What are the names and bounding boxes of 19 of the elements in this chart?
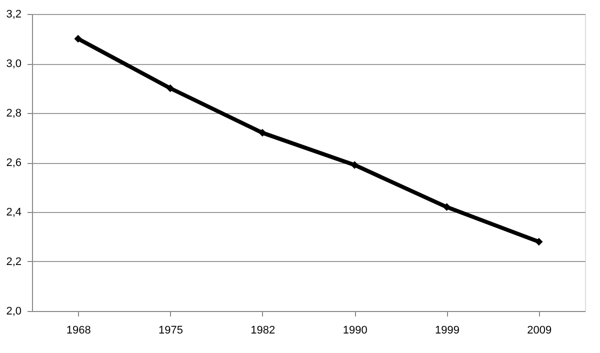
point [74, 34, 82, 43]
y-tick-label: 2,4 [6, 206, 22, 218]
point [166, 84, 174, 92]
y-tick-label: 2,0 [6, 306, 22, 318]
x-tick-label: 1982 [250, 324, 276, 336]
y-tick-label: 3,2 [6, 8, 22, 20]
y-tick-label: 3,0 [6, 58, 22, 70]
y-tick-label: 2,6 [6, 157, 22, 169]
point [258, 128, 266, 137]
x-tick-label: 1990 [342, 324, 368, 336]
x-tick-label: 2009 [527, 324, 552, 336]
point [442, 203, 451, 211]
x-tick-label: 1975 [158, 324, 183, 336]
y-tick-label: 2,8 [6, 108, 22, 120]
x-tick-label: 1968 [66, 324, 91, 336]
x-tick-label: 1999 [435, 324, 460, 336]
point [535, 238, 543, 246]
point [350, 161, 358, 169]
y-tick-label: 2,2 [6, 256, 22, 268]
